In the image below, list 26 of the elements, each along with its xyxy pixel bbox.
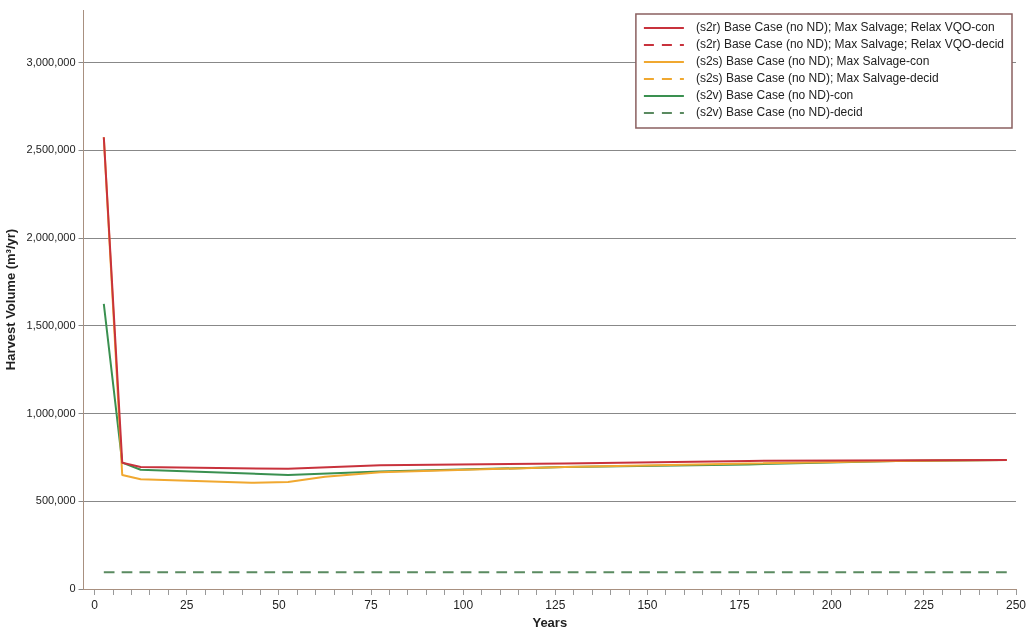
legend-label: (s2v) Base Case (no ND)-decid: [695, 105, 863, 120]
y-tick-label: 1,000,000: [26, 406, 76, 419]
x-tick-label: 125: [545, 597, 566, 612]
x-tick-label: 100: [453, 597, 474, 612]
y-tick-label: 0: [69, 582, 76, 595]
y-tick-label: 1,500,000: [26, 318, 76, 331]
x-tick-label: 175: [729, 597, 750, 612]
x-tick-label: 150: [637, 597, 658, 612]
y-tick-label: 2,500,000: [26, 143, 76, 156]
x-tick-label: 0: [91, 597, 99, 612]
x-tick-label: 50: [272, 597, 286, 612]
x-tick-label: 250: [1005, 597, 1027, 612]
legend-label: (s2r) Base Case (no ND); Max Salvage; Relax VQO-decid: [695, 37, 1004, 52]
x-tick-label: 25: [180, 597, 194, 612]
legend-label: (s2s) Base Case (no ND); Max Salvage-decid: [695, 71, 939, 86]
legend-label: (s2s) Base Case (no ND); Max Salvage-con: [695, 54, 930, 69]
legend-label: (s2r) Base Case (no ND); Max Salvage; Relax VQO-con: [695, 20, 995, 35]
x-tick-label: 200: [821, 597, 843, 612]
y-tick-label: 500,000: [35, 494, 76, 507]
x-axis-title: Years: [532, 614, 568, 630]
x-tick-label: 225: [913, 597, 935, 612]
y-tick-label: 2,000,000: [26, 231, 76, 244]
y-axis-title: Harvest Volume (m³/yr): [3, 228, 19, 371]
legend-label: (s2v) Base Case (no ND)-con: [695, 88, 854, 103]
x-tick-label: 75: [364, 597, 379, 612]
y-tick-label: 3,000,000: [26, 55, 76, 68]
